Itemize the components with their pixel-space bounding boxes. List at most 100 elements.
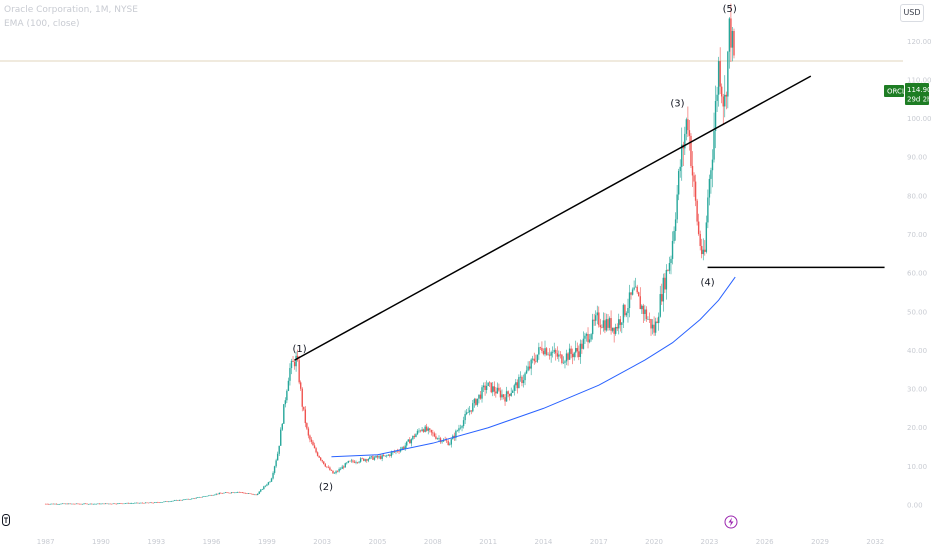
time-tick-label: 2032 <box>866 538 884 546</box>
candle-body <box>441 441 443 443</box>
candle-body <box>390 452 393 456</box>
candle-body <box>438 438 440 439</box>
candle-body <box>630 292 632 295</box>
candle-body <box>48 504 50 505</box>
candle-body <box>694 181 697 201</box>
ticker-label: ORCL <box>887 88 906 96</box>
candle-body <box>97 503 99 505</box>
candle-body <box>253 494 256 496</box>
candle-body <box>633 287 635 290</box>
candle-body <box>555 349 557 354</box>
candle-body <box>260 489 262 492</box>
price-tick-label: 30.00 <box>907 386 927 394</box>
candle-body <box>439 438 442 443</box>
time-tick-label: 2008 <box>424 538 442 546</box>
candle-body <box>445 440 448 442</box>
candle-body <box>246 493 248 494</box>
candle-body <box>353 461 356 463</box>
candle-body <box>591 319 594 335</box>
candle-body <box>532 358 534 360</box>
candle-body <box>135 502 138 504</box>
candle-body <box>595 315 597 321</box>
wave-label[interactable]: (2) <box>319 482 333 493</box>
candle-body <box>524 373 526 381</box>
candle-body <box>147 502 150 504</box>
candle-body <box>180 499 182 501</box>
candle-body <box>518 377 520 389</box>
candle-body <box>473 399 476 404</box>
wave-label[interactable]: (3) <box>670 99 684 110</box>
candle-body <box>708 178 711 198</box>
candle-body <box>80 503 82 505</box>
candle-body <box>481 387 483 399</box>
candle-body <box>644 309 646 314</box>
candle-body <box>346 462 348 464</box>
candle-body <box>469 410 471 413</box>
lightning-icon[interactable] <box>724 515 738 529</box>
candle-body <box>60 503 62 505</box>
candle-body <box>378 456 380 458</box>
candle-body <box>565 353 568 362</box>
candle-body <box>455 430 457 438</box>
candle-body <box>197 497 199 498</box>
candle-body <box>728 18 731 52</box>
candle-body <box>402 447 405 449</box>
price-tag <box>905 83 929 105</box>
candle-body <box>364 459 366 461</box>
candle-body <box>484 385 486 391</box>
candle-body <box>321 459 323 462</box>
candle-body <box>86 503 88 505</box>
wave-label[interactable]: (5) <box>723 4 737 15</box>
candle-body <box>645 309 648 320</box>
candle-body <box>461 426 463 428</box>
candle-body <box>485 385 488 391</box>
candle-body <box>665 269 668 290</box>
last-price-value: 114.90 <box>907 86 932 94</box>
candle-body <box>416 430 419 435</box>
candle-body <box>673 231 675 241</box>
candle-body <box>150 502 153 504</box>
candle-body <box>593 319 595 321</box>
candle-body <box>290 360 293 369</box>
symbol-legend[interactable]: Oracle Corporation, 1M, NYSE <box>4 5 138 15</box>
candle-body <box>467 412 469 413</box>
candle-body <box>275 460 277 467</box>
trendline[interactable] <box>294 75 812 361</box>
candle-body <box>295 355 297 367</box>
candle-body <box>627 307 629 314</box>
candle-body <box>567 353 569 360</box>
candle-body <box>407 439 409 442</box>
currency-button[interactable]: USD <box>900 4 924 22</box>
candle-body <box>478 394 480 399</box>
indicator-legend[interactable]: EMA (100, close) <box>4 19 80 29</box>
candle-body <box>618 319 620 329</box>
candle-body <box>562 362 565 364</box>
candle-body <box>52 503 55 505</box>
candle-body <box>539 347 542 348</box>
price-tick-label: 0.00 <box>907 502 923 510</box>
candle-body <box>674 219 677 232</box>
candle-body <box>429 428 431 430</box>
candle-body <box>303 406 305 410</box>
candle-body <box>415 434 417 438</box>
candle-body <box>213 494 216 496</box>
wave-label[interactable]: (1) <box>292 344 306 355</box>
candle-body <box>276 453 279 461</box>
candle-body <box>363 458 365 461</box>
time-axis[interactable]: 1987 1990 1993 1996 1999 2003 2005 2008 2011 2014… <box>37 538 885 546</box>
candle-body <box>472 403 474 412</box>
candle-body <box>61 503 64 505</box>
price-axis[interactable]: 120.00 110.00 100.00 90.00 80.00 70.00 60.00 50… <box>907 38 932 510</box>
chart-legend[interactable]: Oracle Corporation, 1M, NYSE EMA (100, c… <box>4 3 138 31</box>
candle-body <box>270 478 273 482</box>
candle-body <box>653 324 655 333</box>
candle-body <box>280 429 282 446</box>
candle-body <box>487 382 489 386</box>
candle-body <box>521 376 523 384</box>
tradingview-logo-icon[interactable] <box>2 514 10 526</box>
price-tick-label: 50.00 <box>907 308 927 316</box>
candle-body <box>174 500 176 501</box>
wave-label[interactable]: (4) <box>700 277 714 288</box>
candle-body <box>599 325 602 328</box>
